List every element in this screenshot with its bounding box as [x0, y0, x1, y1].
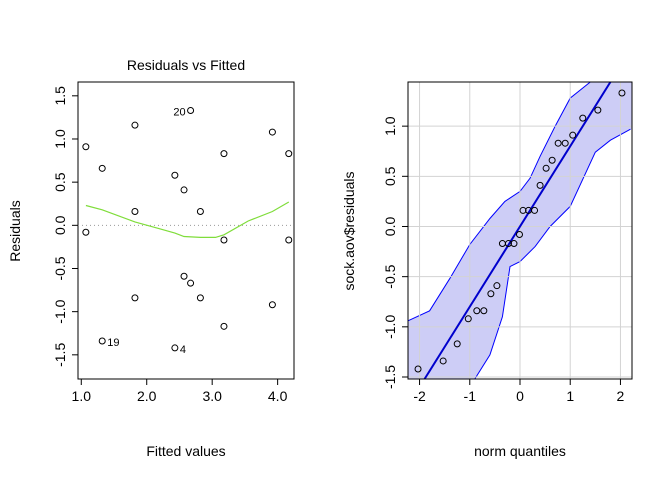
panel-1-point: [187, 106, 195, 114]
panel-2-y-tick-label: -1.0: [382, 315, 398, 339]
panel-1-y-tick-label: 0.0: [52, 215, 68, 235]
panel-2-x-tick-label: -1: [464, 388, 477, 404]
panel-2-x-tick-label: 1: [566, 388, 574, 404]
panel-1-x-axis: 1.0 2.0 3.0 4.0: [72, 379, 288, 404]
panel-1-x-label: Fitted values: [146, 443, 225, 459]
panel-1-y-tick-label: 1.5: [52, 86, 68, 106]
panel-2-x-tick-label: -2: [413, 388, 426, 404]
panel-1-point: [171, 344, 179, 352]
panel-2-point: [569, 131, 577, 139]
panel-2-points: [414, 89, 626, 373]
panel-1-x-tick-label: 1.0: [72, 388, 92, 404]
panel-1-points: 19 4 20: [82, 106, 293, 356]
panel-1-y-tick-label: 0.5: [52, 172, 68, 192]
panel-1-point: [220, 236, 228, 244]
panel-1-lines: [78, 201, 294, 238]
panel-1-y-label: Residuals: [7, 200, 23, 261]
panel-1-point: [171, 171, 179, 179]
panel-1-y-tick-label: -0.5: [52, 256, 68, 280]
panel-2-point: [531, 206, 539, 214]
panel-2-point: [579, 114, 587, 122]
panel-1-point: [98, 164, 106, 172]
panel-1-x-tick-label: 4.0: [268, 388, 288, 404]
panel-2-y-tick-label: 1.0: [382, 116, 398, 136]
panel-1-point: [180, 186, 188, 194]
panel-1-point: [131, 121, 139, 129]
panel-1-point-label: 4: [180, 344, 186, 356]
panel-2-y-axis: -1.5 -1.0 -0.5 0.0 0.5 1.0: [382, 116, 408, 389]
panel-1-y-tick-label: -1.0: [52, 299, 68, 323]
panel-1-x-tick-label: 3.0: [202, 388, 222, 404]
panel-2-point: [561, 139, 569, 147]
panel-2-x-tick-label: 2: [617, 388, 625, 404]
panel-1-point-label: 20: [173, 106, 185, 118]
panel-1-point: [196, 294, 204, 302]
panel-2-x-axis: -2 -1 0 1 2: [413, 379, 625, 404]
panel-1-point: [285, 150, 293, 158]
panel-1-point: [131, 294, 139, 302]
panel-1-point: [82, 143, 90, 151]
panel-2-point: [548, 156, 556, 164]
panel-2-qq-line: [423, 81, 612, 380]
panel-1-y-axis: -1.5 -1.0 -0.5 0.0 0.5 1.0 1.5: [52, 86, 78, 367]
panel-2-point: [453, 340, 461, 348]
panel-2-point: [515, 231, 523, 239]
qq-plot-panel: -2 -1 0 1 2 -1.5 -1.0 -0.5 0.0 0.5 1.0 norm quant…: [341, 81, 633, 459]
panel-1-title: Residuals vs Fitted: [127, 57, 245, 73]
panel-1-point: [187, 279, 195, 287]
panel-1-y-tick-label: 1.0: [52, 129, 68, 149]
panel-2-band-upper: [407, 81, 591, 322]
panel-2-point: [554, 139, 562, 147]
panel-2-point: [464, 315, 472, 323]
panel-1-point: [196, 208, 204, 216]
panel-1-point: [220, 150, 228, 158]
panel-2-y-tick-label: 0.5: [382, 166, 398, 186]
panel-1-point: [82, 228, 90, 236]
panel-2-point: [439, 357, 447, 365]
panel-2-point: [618, 89, 626, 97]
panel-2-point: [493, 282, 501, 290]
panel-2-y-tick-label: -1.5: [382, 365, 398, 389]
panel-1-point: [180, 272, 188, 280]
panel-2-point: [594, 106, 602, 114]
panel-2-point: [473, 307, 481, 315]
panel-1-point: [268, 128, 276, 136]
panel-1-point: [285, 236, 293, 244]
panel-1-point: [131, 208, 139, 216]
panel-1-plot-frame: [77, 81, 295, 380]
panel-2-point: [414, 365, 422, 373]
panel-2-point: [510, 240, 518, 248]
panel-1-point-label: 19: [107, 337, 119, 349]
panel-1-point: [268, 301, 276, 309]
panel-1-point: [220, 322, 228, 330]
panel-2-band-lower: [449, 128, 631, 380]
panel-1-y-tick-label: -1.5: [52, 343, 68, 367]
panel-2-point: [536, 181, 544, 189]
panel-2-grid: [408, 82, 632, 379]
panel-2-lines: [423, 81, 612, 380]
panel-1-smooth-line: [85, 201, 290, 238]
panel-1-point: [98, 337, 106, 345]
panel-2-x-tick-label: 0: [516, 388, 524, 404]
panel-2-y-tick-label: -0.5: [382, 264, 398, 288]
panel-2-y-tick-label: 0.0: [382, 217, 398, 237]
panel-1-x-tick-label: 2.0: [137, 388, 157, 404]
panel-2-point: [542, 164, 550, 172]
panel-2-y-label: sock.aov$residuals: [341, 171, 357, 290]
panel-2-point: [480, 307, 488, 315]
panel-2-x-label: norm quantiles: [474, 443, 566, 459]
panel-2-point: [487, 290, 495, 298]
residuals-vs-fitted-panel: Residuals vs Fitted 1.0 2.0 3.0 4.0 -1.5-1.…: [7, 57, 295, 459]
